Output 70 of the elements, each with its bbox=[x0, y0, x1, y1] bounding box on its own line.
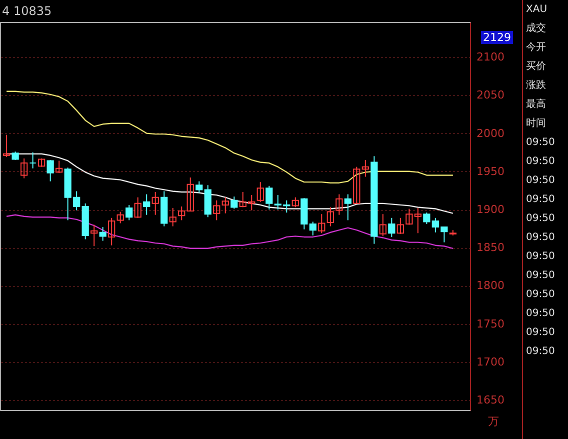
text: 最高 bbox=[525, 98, 547, 112]
text: 买价 bbox=[525, 60, 547, 74]
candlestick bbox=[29, 152, 36, 169]
candlestick bbox=[3, 134, 10, 158]
candlestick bbox=[134, 196, 142, 218]
candlestick bbox=[46, 159, 54, 182]
candlestick bbox=[116, 211, 124, 224]
candlestick bbox=[318, 214, 326, 234]
line-series bbox=[6, 90, 454, 184]
text: 涨跌 bbox=[525, 78, 547, 93]
y-tick-label: 2000 bbox=[476, 126, 504, 140]
y-tick-label: 1850 bbox=[476, 241, 504, 254]
text: 时间 bbox=[525, 116, 547, 131]
text: 09:50 bbox=[525, 174, 556, 188]
y-tick-label: 2050 bbox=[476, 88, 504, 102]
line-series bbox=[6, 214, 454, 249]
text: 今开 bbox=[525, 41, 547, 55]
candlestick bbox=[90, 224, 98, 247]
text: 09:50 bbox=[525, 326, 556, 340]
candlestick bbox=[309, 221, 316, 236]
candlestick bbox=[414, 207, 422, 234]
text: 09:50 bbox=[525, 212, 556, 226]
text: 09:50 bbox=[525, 307, 556, 321]
candlestick bbox=[336, 194, 343, 216]
candlestick bbox=[379, 214, 386, 237]
text: 09:50 bbox=[525, 136, 556, 150]
y-tick-label: 1750 bbox=[476, 317, 504, 330]
text: 09:50 bbox=[525, 269, 556, 283]
candlestick bbox=[406, 208, 413, 226]
candlestick bbox=[344, 194, 352, 221]
candlestick bbox=[186, 177, 194, 212]
text: 成交 bbox=[525, 22, 547, 36]
y-tick-label: 1650 bbox=[476, 394, 504, 407]
y-tick-label: 1950 bbox=[476, 164, 504, 178]
candlestick bbox=[213, 200, 220, 221]
candlestick bbox=[353, 166, 360, 204]
candlestick bbox=[423, 212, 430, 225]
text: 4 10835 bbox=[2, 4, 52, 18]
candlestick bbox=[326, 206, 334, 227]
text: 09:50 bbox=[525, 250, 556, 264]
text: 万 bbox=[488, 414, 499, 429]
candlestick bbox=[266, 185, 273, 210]
y-tick-label: 1800 bbox=[476, 279, 504, 292]
text: XAU bbox=[525, 3, 548, 17]
text: 09:50 bbox=[525, 288, 556, 302]
candlestick bbox=[396, 217, 404, 234]
candlestick bbox=[108, 217, 116, 246]
text: 09:50 bbox=[525, 155, 556, 169]
candlestick bbox=[222, 196, 229, 214]
candlestick bbox=[20, 158, 28, 179]
y-tick-label: 2100 bbox=[476, 50, 504, 64]
candlestick bbox=[99, 226, 106, 242]
candlestick bbox=[56, 160, 63, 174]
text: 2129 bbox=[481, 31, 513, 44]
candlestick bbox=[169, 207, 176, 227]
text: 09:50 bbox=[525, 345, 556, 359]
candlestick bbox=[126, 204, 133, 221]
candlestick bbox=[256, 182, 264, 202]
text: 09:50 bbox=[525, 231, 556, 245]
candlestick bbox=[362, 159, 369, 178]
text: 09:50 bbox=[525, 193, 556, 207]
y-tick-label: 1700 bbox=[476, 355, 504, 368]
candlestick bbox=[143, 194, 150, 216]
candlestick bbox=[178, 206, 186, 221]
candlestick bbox=[292, 196, 299, 208]
y-tick-label: 1900 bbox=[476, 203, 504, 216]
candlestick bbox=[152, 191, 159, 216]
candlestick bbox=[196, 180, 203, 194]
candlestick bbox=[388, 217, 396, 238]
candlestick bbox=[230, 196, 238, 210]
